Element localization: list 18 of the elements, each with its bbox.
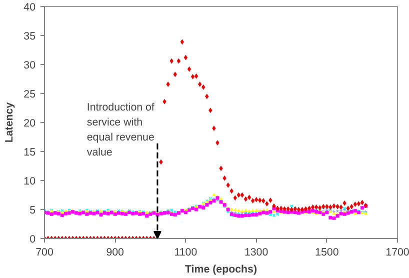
y-tick-label: 25 [24,88,36,100]
y-tick-label: 40 [24,2,36,14]
y-tick-label: 30 [24,60,36,72]
y-tick-label: 10 [24,176,36,188]
annotation: Introduction of service with equal revenue value [86,102,154,159]
x-tick-label: 700 [36,246,54,258]
y-tick-label: 5 [30,204,36,216]
x-tick-label: 1500 [315,246,339,258]
x-axis-title: Time (epochs) [184,264,258,276]
x-tick-label: 1700 [386,246,409,258]
y-tick-label: 20 [24,118,36,130]
y-axis-title: Latency [4,102,16,143]
y-tick-label: 35 [24,30,36,42]
x-tick-label: 1100 [174,246,198,258]
y-tick-label: 0 [30,234,36,246]
y-tick-label: 15 [24,146,36,158]
x-tick-label: 1300 [244,246,268,258]
x-tick-label: 900 [106,246,124,258]
